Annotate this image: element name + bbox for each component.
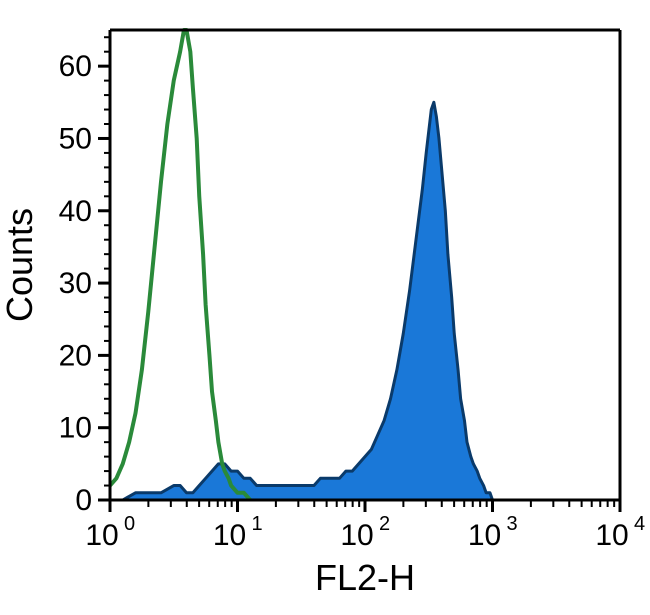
svg-text:0: 0 [124,513,135,535]
svg-text:1: 1 [252,513,263,535]
flow-cytometry-histogram: 1001011021031040102030405060FL2-HCounts [0,0,650,615]
y-tick-label: 20 [59,339,92,372]
svg-text:10: 10 [213,519,246,552]
svg-text:4: 4 [634,513,645,535]
y-tick-label: 50 [59,122,92,155]
y-tick-label: 10 [59,412,92,445]
x-axis-label: FL2-H [315,557,415,598]
y-axis-label: Counts [0,208,40,322]
y-tick-label: 60 [59,50,92,83]
svg-text:10: 10 [340,519,373,552]
svg-text:2: 2 [379,513,390,535]
y-tick-label: 40 [59,195,92,228]
y-tick-label: 0 [75,484,92,517]
chart-svg: 1001011021031040102030405060FL2-HCounts [0,0,650,615]
svg-text:3: 3 [507,513,518,535]
svg-text:10: 10 [595,519,628,552]
svg-text:10: 10 [85,519,118,552]
svg-text:10: 10 [468,519,501,552]
y-tick-label: 30 [59,267,92,300]
